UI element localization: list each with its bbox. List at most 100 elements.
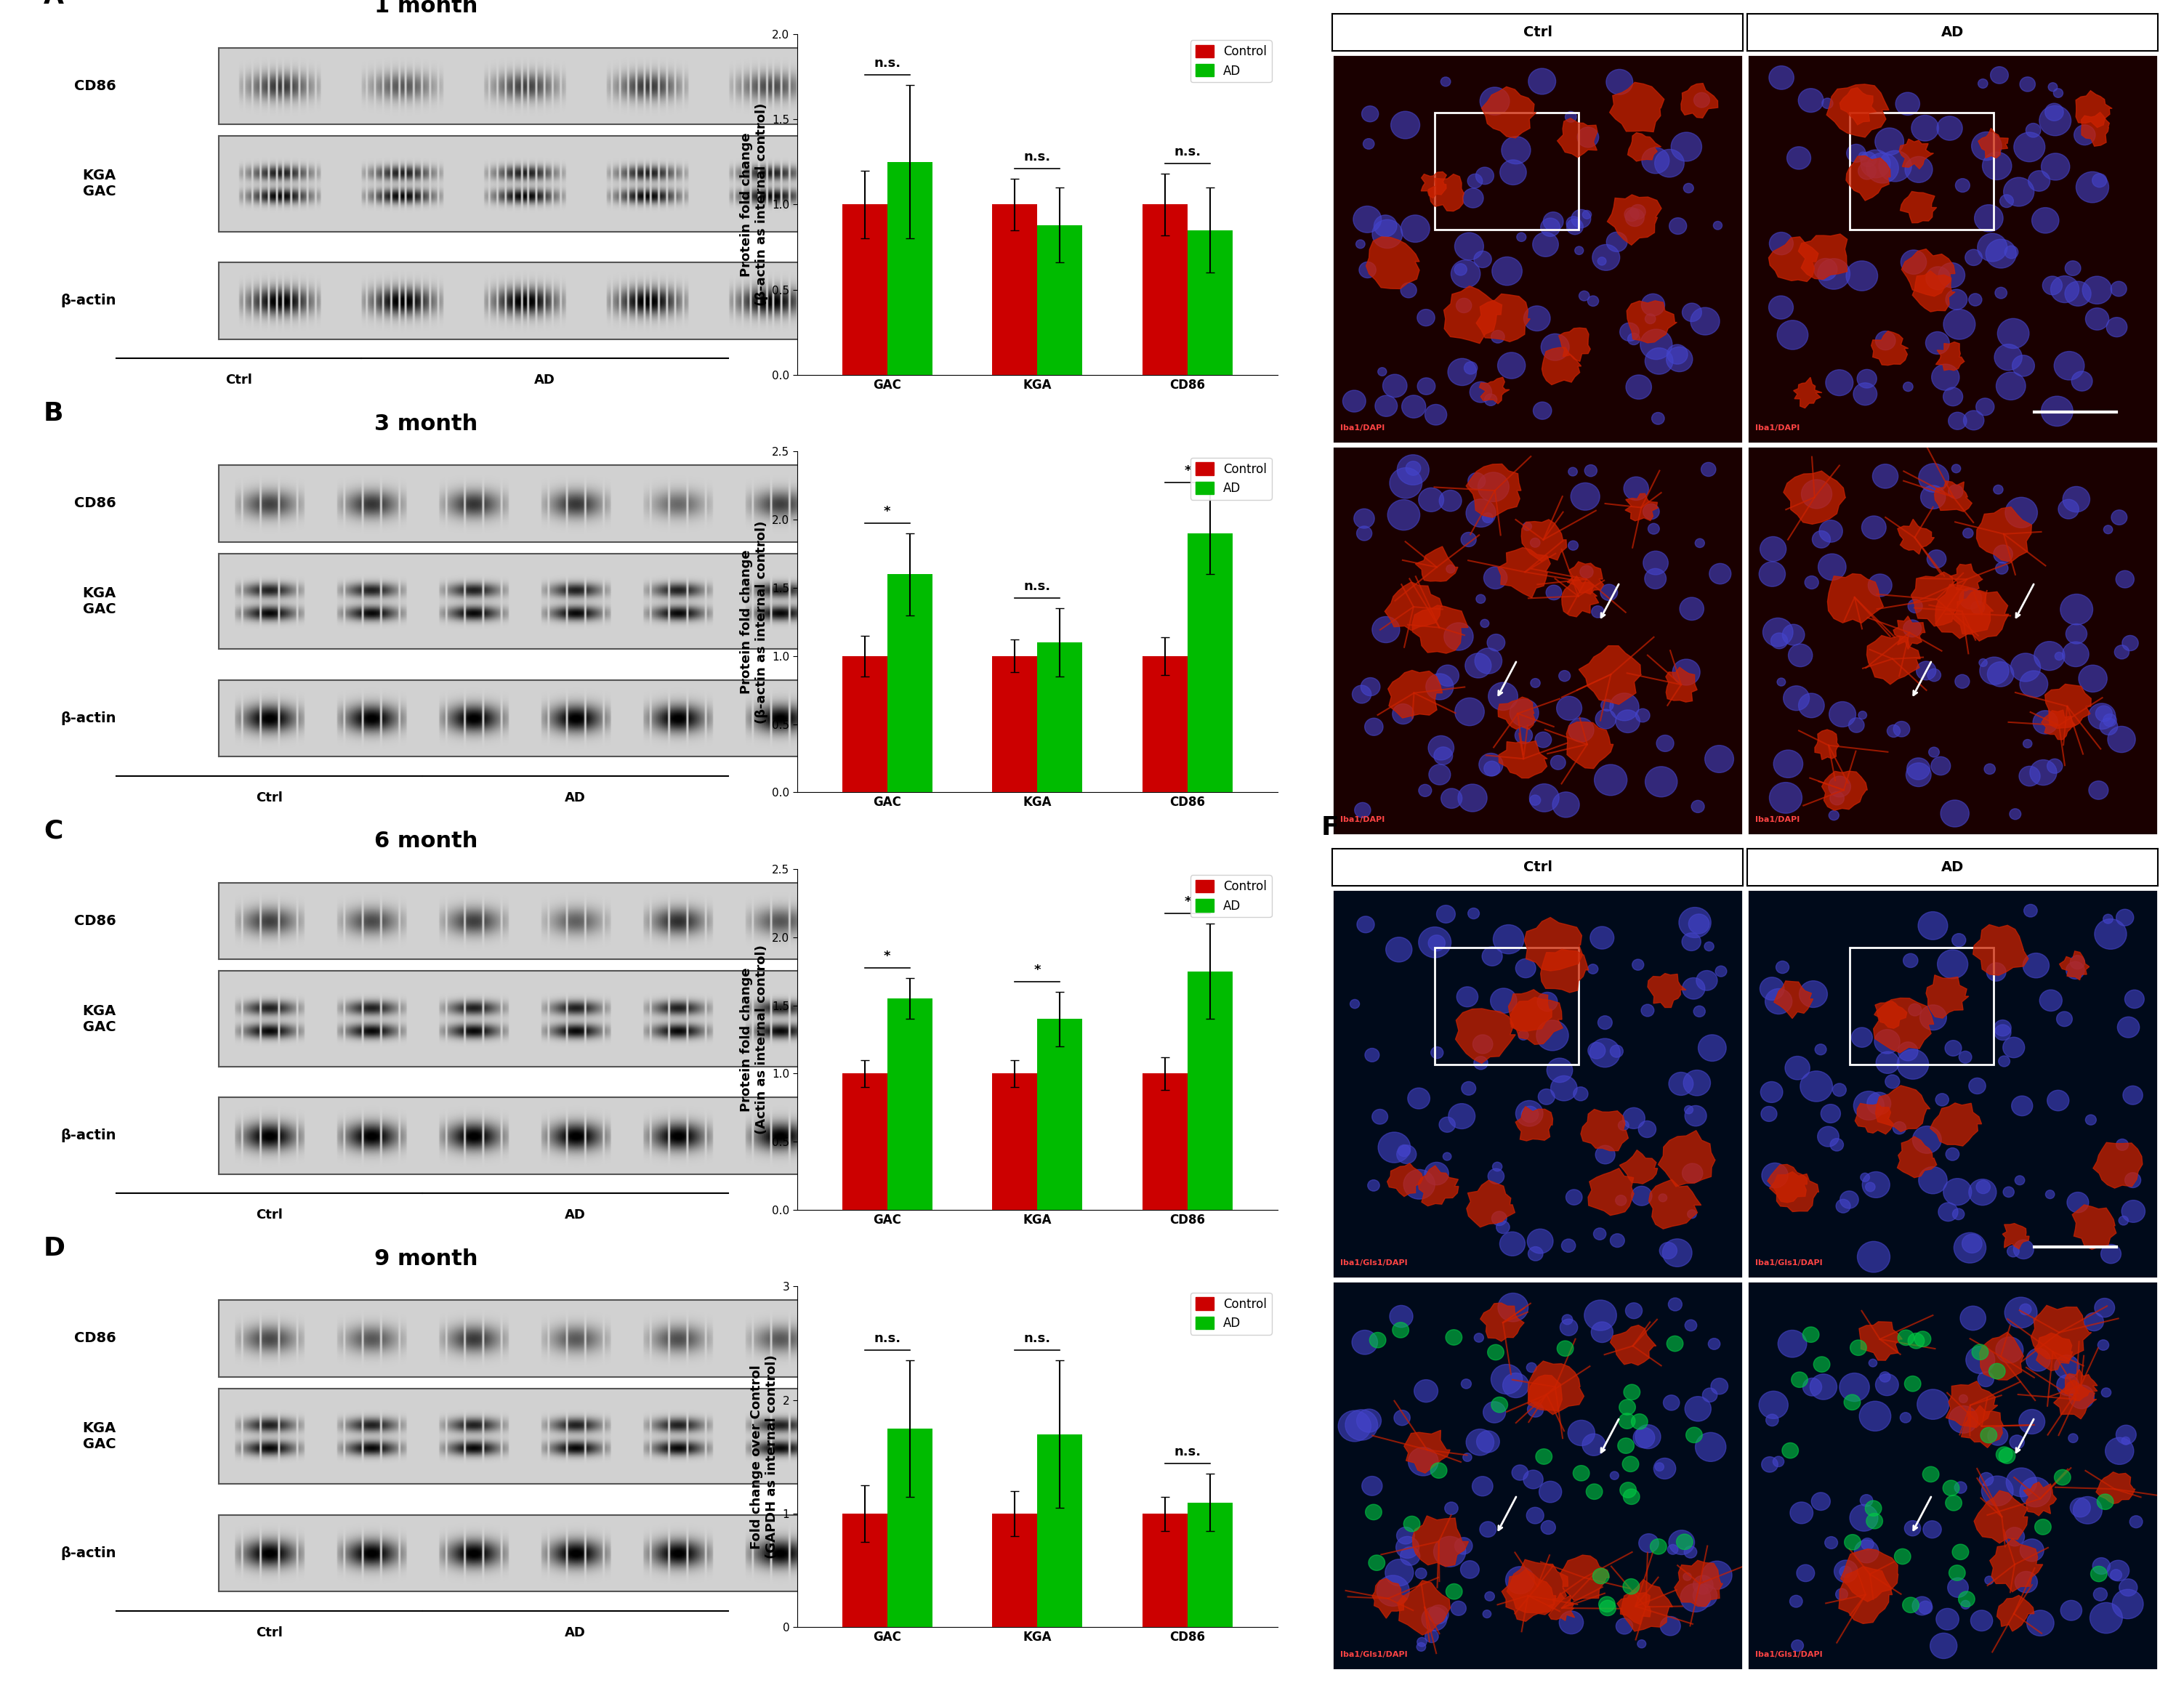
Circle shape (1762, 1457, 1778, 1472)
Circle shape (1948, 1578, 1968, 1597)
Circle shape (1944, 1481, 1959, 1496)
Polygon shape (1854, 1104, 1894, 1135)
Text: KGA
GAC: KGA GAC (83, 169, 116, 199)
Circle shape (1697, 971, 1717, 990)
Circle shape (1773, 750, 1802, 777)
Circle shape (1861, 1172, 1870, 1181)
Circle shape (1885, 1075, 1900, 1089)
Circle shape (1655, 150, 1684, 177)
Circle shape (1590, 927, 1614, 949)
Circle shape (1638, 1534, 1658, 1552)
Circle shape (1828, 775, 1850, 797)
Circle shape (1655, 734, 1673, 751)
Circle shape (1463, 361, 1476, 375)
Circle shape (1339, 1411, 1372, 1442)
Circle shape (1693, 1585, 1717, 1607)
Circle shape (1489, 988, 1518, 1014)
Circle shape (1850, 1505, 1878, 1532)
Circle shape (2003, 1038, 2025, 1058)
Circle shape (1859, 162, 1876, 179)
Circle shape (1922, 1467, 1939, 1482)
Circle shape (1791, 1639, 1804, 1651)
Circle shape (1404, 1169, 1435, 1200)
Text: n.s.: n.s. (1024, 150, 1051, 164)
Circle shape (1686, 1428, 1701, 1443)
Circle shape (1968, 1079, 1985, 1094)
Text: Iba1/Gls1/DAPI: Iba1/Gls1/DAPI (1341, 1259, 1409, 1266)
Circle shape (1629, 204, 1645, 220)
Circle shape (1693, 1005, 1706, 1017)
Circle shape (1813, 1356, 1830, 1372)
Circle shape (1955, 1232, 1985, 1263)
Circle shape (2081, 276, 2112, 303)
Circle shape (2042, 276, 2062, 295)
Text: D: D (44, 1237, 66, 1261)
Polygon shape (2031, 1305, 2092, 1361)
Circle shape (1592, 605, 1603, 619)
Text: Iba1/Gls1/DAPI: Iba1/Gls1/DAPI (1756, 1259, 1824, 1266)
Circle shape (1601, 584, 1618, 600)
Polygon shape (1557, 118, 1597, 157)
Circle shape (1367, 1179, 1380, 1191)
Circle shape (1771, 632, 1787, 649)
Polygon shape (1562, 576, 1599, 617)
Text: Ctrl: Ctrl (225, 373, 251, 387)
Circle shape (1911, 116, 1939, 141)
Circle shape (1769, 66, 1793, 90)
Circle shape (1457, 987, 1479, 1007)
Circle shape (1610, 1472, 1618, 1479)
Circle shape (1645, 767, 1677, 797)
Circle shape (1529, 68, 1555, 94)
Polygon shape (1839, 87, 1876, 124)
Text: Ctrl: Ctrl (1522, 26, 1553, 39)
Circle shape (2060, 1600, 2081, 1621)
Circle shape (2068, 1385, 2094, 1409)
Circle shape (1365, 717, 1382, 736)
Polygon shape (1465, 1181, 1516, 1227)
Circle shape (1570, 482, 1599, 509)
Polygon shape (1372, 1578, 1406, 1619)
Circle shape (1487, 682, 1518, 711)
Circle shape (1444, 622, 1474, 651)
Circle shape (2116, 571, 2134, 588)
Circle shape (1946, 1148, 1959, 1160)
Circle shape (1592, 244, 1621, 271)
Circle shape (1356, 1409, 1380, 1433)
Circle shape (1865, 1183, 1876, 1191)
Circle shape (1559, 1319, 1577, 1336)
Circle shape (1974, 204, 2003, 232)
Polygon shape (1666, 668, 1697, 702)
Circle shape (1784, 685, 1808, 711)
Circle shape (1979, 658, 2009, 685)
Circle shape (1398, 1145, 1417, 1164)
Polygon shape (2025, 1482, 2057, 1517)
Polygon shape (1422, 172, 1446, 198)
Circle shape (2053, 89, 2064, 97)
Circle shape (1474, 648, 1503, 673)
Circle shape (2118, 1580, 2138, 1597)
Circle shape (1483, 1610, 1492, 1617)
Circle shape (1562, 1314, 1572, 1324)
Circle shape (1601, 699, 1614, 711)
Polygon shape (1898, 1137, 1937, 1177)
Circle shape (1902, 954, 1918, 968)
Circle shape (1948, 412, 1968, 429)
Circle shape (1876, 1373, 1898, 1396)
Circle shape (1538, 1089, 1555, 1104)
Circle shape (1830, 1138, 1843, 1152)
Circle shape (1376, 1574, 1409, 1607)
Polygon shape (1931, 1102, 1981, 1147)
Circle shape (1343, 390, 1365, 412)
Circle shape (1859, 711, 1867, 719)
Circle shape (1817, 554, 1845, 581)
Circle shape (1623, 1489, 1640, 1505)
Circle shape (1878, 150, 1911, 182)
Circle shape (1459, 784, 1487, 811)
Circle shape (1562, 1239, 1575, 1252)
Circle shape (1894, 1121, 1907, 1135)
Circle shape (1787, 147, 1811, 169)
Bar (843, 204, 887, 375)
Circle shape (1937, 116, 1963, 140)
Circle shape (1516, 959, 1535, 978)
Y-axis label: Protein fold change
(β-actin as internal control): Protein fold change (β-actin as internal… (740, 520, 769, 724)
